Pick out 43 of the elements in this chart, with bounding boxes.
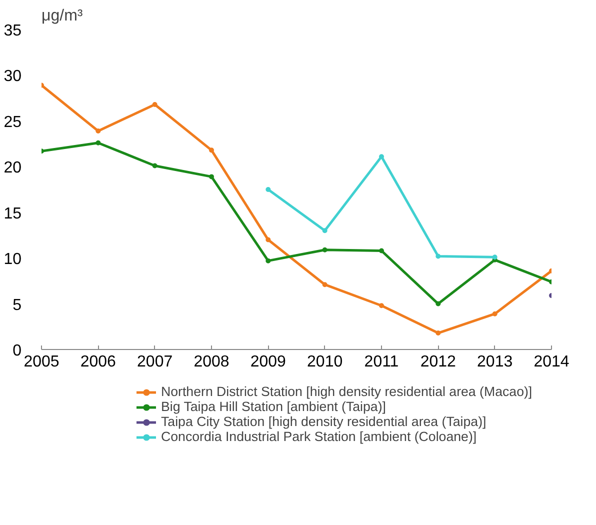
- y-tick-label: 20: [4, 160, 22, 177]
- point: [436, 301, 441, 306]
- point: [322, 228, 328, 234]
- y-axis-title: μg/m³: [42, 8, 84, 24]
- x-tick-label: 2007: [137, 354, 173, 370]
- legend-label: Taipa City Station [high density residential area (Taipa)]: [161, 414, 486, 429]
- x-tick-label: 2010: [307, 354, 343, 370]
- y-tick-label: 0: [12, 342, 22, 360]
- point: [322, 282, 328, 288]
- point: [492, 311, 498, 316]
- y-tick-label: 35: [4, 22, 22, 40]
- legend-label: Northern District Station [high density residential area (Macao)]: [161, 384, 532, 399]
- x-tick-label: 2005: [24, 354, 60, 370]
- point: [96, 140, 101, 146]
- point: [436, 330, 441, 336]
- point: [209, 174, 214, 180]
- point: [209, 148, 214, 153]
- y-tick-label: 25: [4, 114, 22, 131]
- point: [492, 254, 498, 260]
- legend-label: Big Taipa Hill Station [ambient (Taipa)]: [161, 399, 386, 414]
- point: [266, 187, 271, 192]
- point: [379, 154, 384, 160]
- point: [379, 303, 384, 308]
- x-tick-label: 2012: [420, 354, 456, 370]
- x-tick-label: 2006: [80, 354, 116, 370]
- x-tick-label: 2009: [250, 354, 286, 370]
- point: [266, 237, 271, 242]
- point: [152, 102, 158, 107]
- y-tick-label: 15: [4, 205, 22, 222]
- point: [152, 163, 158, 168]
- x-tick-label: 2013: [477, 354, 513, 370]
- point: [322, 247, 328, 252]
- point: [266, 258, 271, 264]
- legend-label: Concordia Industrial Park Station [ambient (Coloane)]: [161, 429, 477, 444]
- x-tick-label: 2011: [364, 354, 399, 370]
- point: [96, 128, 101, 134]
- y-tick-label: 10: [4, 251, 22, 268]
- point: [379, 248, 384, 254]
- point: [436, 254, 441, 259]
- x-tick-label: 2014: [534, 354, 570, 370]
- y-tick-label: 30: [4, 68, 22, 86]
- y-tick-label: 5: [12, 296, 22, 314]
- x-tick-label: 2008: [194, 354, 230, 370]
